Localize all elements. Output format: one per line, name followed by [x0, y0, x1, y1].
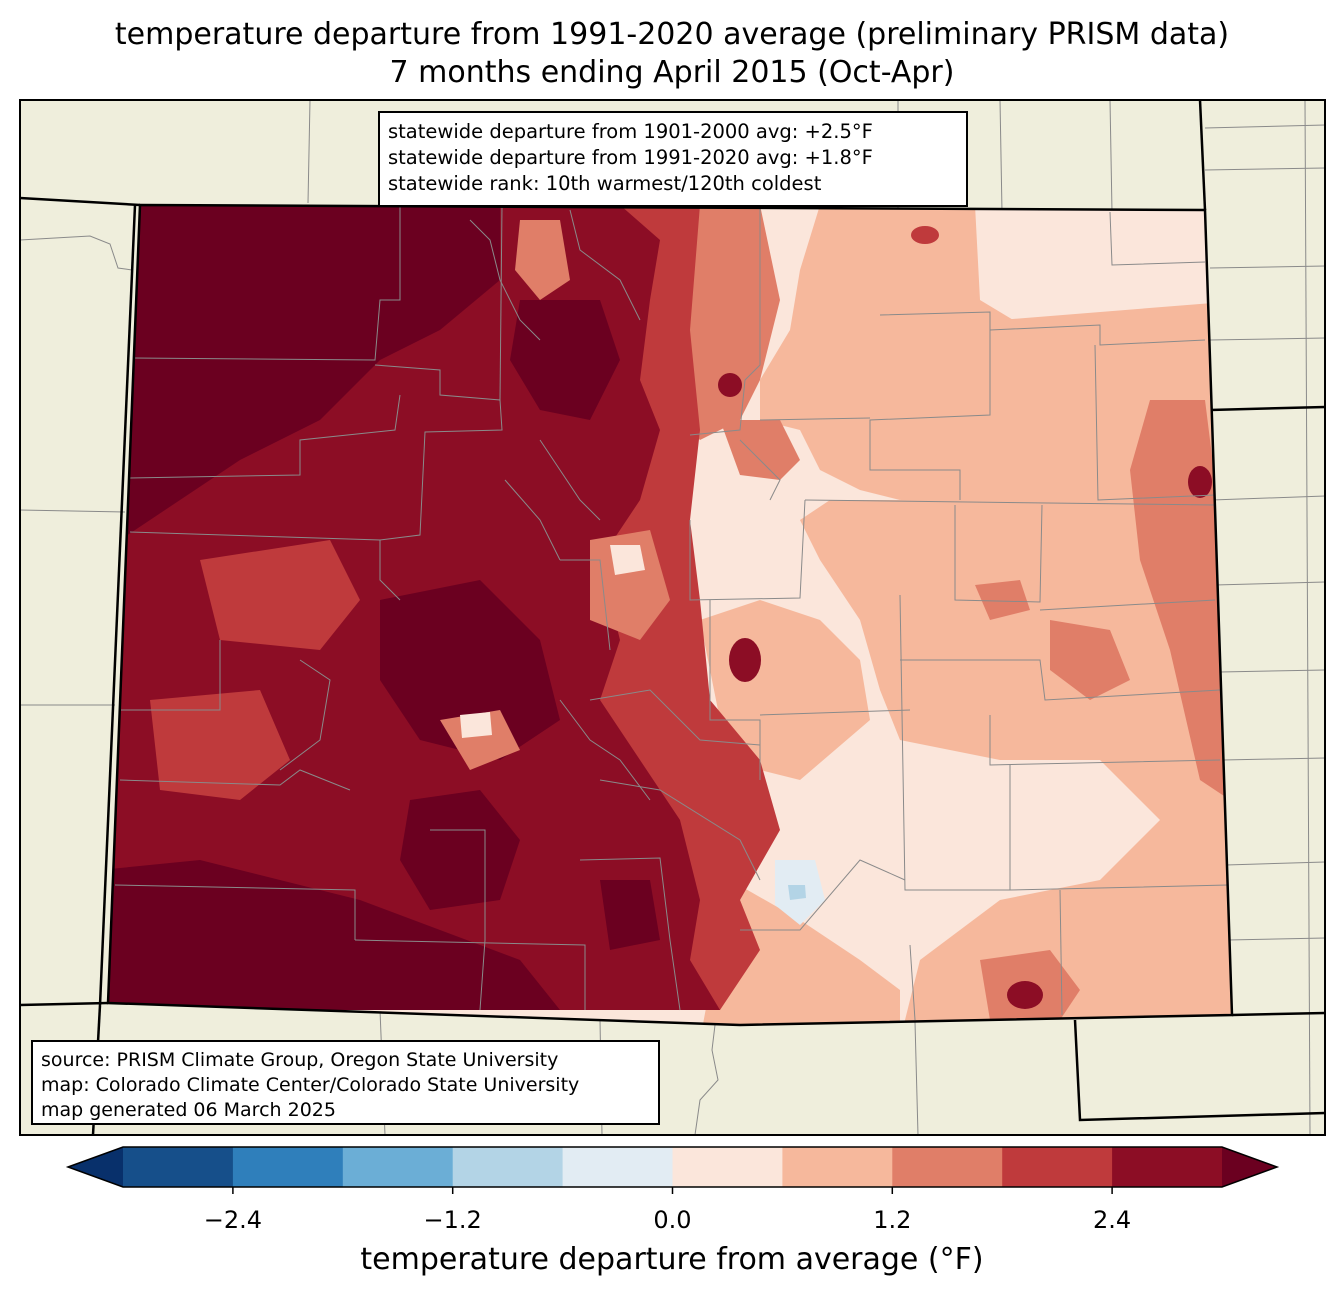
colorbar-segment — [892, 1147, 1003, 1187]
source-line: map: Colorado Climate Center/Colorado St… — [41, 1074, 580, 1096]
colorbar-extend-low — [68, 1147, 123, 1187]
county-lines — [114, 205, 1231, 1021]
stats-line: statewide departure from 1901-2000 avg: … — [388, 120, 873, 143]
colorado-border — [106, 203, 1234, 1027]
map-subtitle: 7 months ending April 2015 (Oct-Apr) — [389, 55, 955, 90]
colorbar-segment — [782, 1147, 893, 1187]
colorbar-segment — [342, 1147, 454, 1187]
colorbar-tick-label: 1.2 — [873, 1206, 912, 1234]
map-title: temperature departure from 1991-2020 ave… — [114, 17, 1230, 52]
colorbar-tick-label: 2.4 — [1093, 1206, 1132, 1234]
colorbar-segment — [232, 1147, 344, 1187]
source-line: source: PRISM Climate Group, Oregon Stat… — [41, 1049, 559, 1071]
stats-line: statewide departure from 1991-2020 avg: … — [388, 146, 873, 169]
colorbar-tick-label: −2.4 — [203, 1206, 263, 1234]
colorbar-tick-label: −1.2 — [423, 1206, 482, 1234]
colorbar-extend-high — [1222, 1147, 1277, 1187]
colorbar-segment — [562, 1147, 673, 1187]
colorbar — [65, 1146, 1280, 1194]
map-frame — [19, 99, 1326, 1136]
source-box: source: PRISM Climate Group, Oregon Stat… — [31, 1040, 660, 1125]
temperature-field — [108, 205, 1232, 1025]
source-line: map generated 06 March 2025 — [41, 1099, 336, 1121]
colorbar-segment — [123, 1147, 234, 1187]
colorbar-segment — [672, 1147, 783, 1187]
colorbar-segment — [1002, 1147, 1113, 1187]
stats-line: statewide rank: 10th warmest/120th colde… — [388, 172, 822, 195]
colorbar-segment — [452, 1147, 564, 1187]
colorbar-tick-label: 0.0 — [653, 1206, 692, 1234]
statewide-stats-box: statewide departure from 1901-2000 avg: … — [378, 111, 968, 207]
colorbar-segment — [1112, 1147, 1223, 1187]
colorbar-label: temperature departure from average (°F) — [360, 1242, 984, 1277]
colorbar-outline — [65, 1146, 1280, 1188]
